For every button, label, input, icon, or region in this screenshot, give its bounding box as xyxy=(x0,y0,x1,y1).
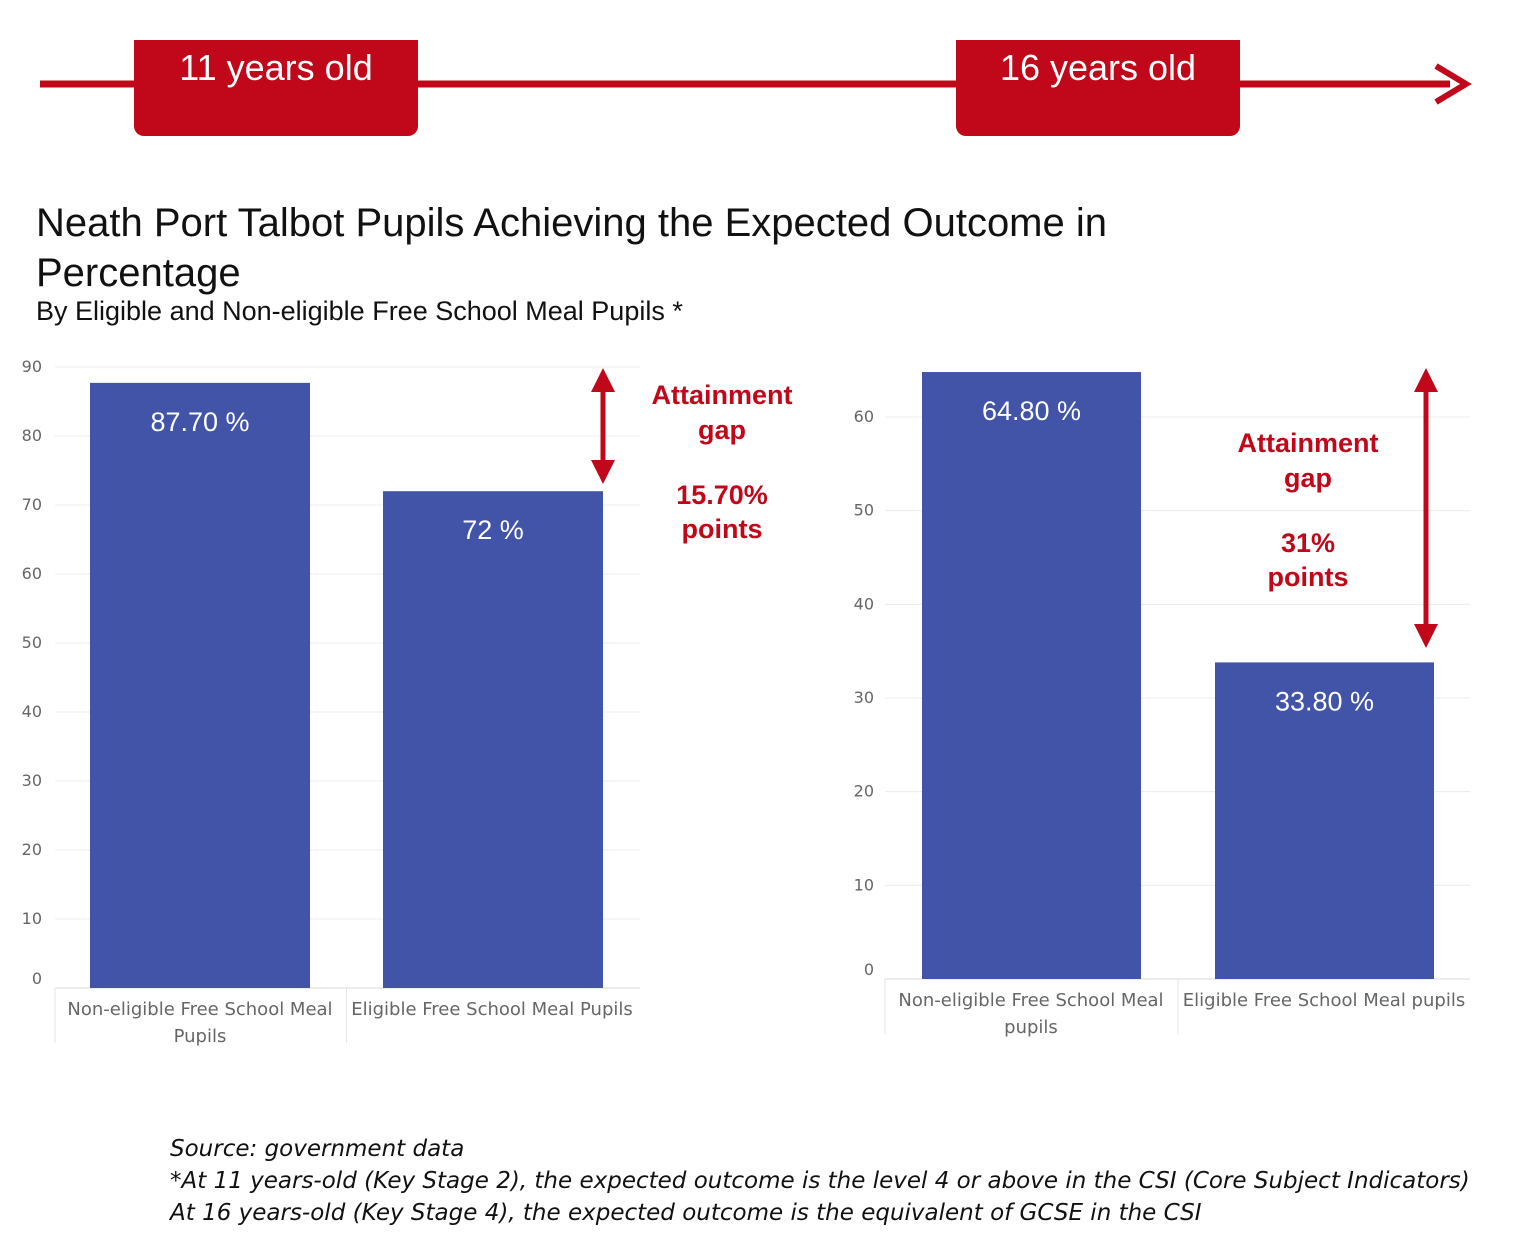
chart1-y-tick-label: 50 xyxy=(22,633,42,652)
chart2-y-tick-label: 50 xyxy=(854,501,874,520)
chart-subtitle: By Eligible and Non-eligible Free School… xyxy=(36,296,683,326)
chart1-y-tick-label: 80 xyxy=(22,426,42,445)
chart1-gap-annotation: 15.70% xyxy=(676,480,768,510)
chart2-category-label-1: Non-eligible Free School Meal xyxy=(898,990,1163,1011)
chart1-gap-annotation: gap xyxy=(698,415,746,445)
chart1-y-tick-label: 30 xyxy=(22,771,42,790)
chart1-data-label-2: 72 % xyxy=(462,515,524,545)
chart1-category-label-1: Pupils xyxy=(174,1026,227,1047)
footnote-ks4: At 16 years-old (Key Stage 4), the expec… xyxy=(170,1200,1202,1226)
chart1-category-label-2: Eligible Free School Meal Pupils xyxy=(351,999,633,1020)
timeline-arrow-head xyxy=(1434,63,1472,105)
chart1-y-tick-label: 20 xyxy=(22,840,42,859)
chart2-data-label-2: 33.80 % xyxy=(1275,686,1374,716)
chart2-gap-arrow-head-up xyxy=(1414,368,1438,392)
chart2-gap-arrow-head-down xyxy=(1414,624,1438,648)
chart1-data-label-1: 87.70 % xyxy=(150,407,249,437)
chart2-gap-annotation: gap xyxy=(1284,463,1332,493)
chart1-y-tick-label: 90 xyxy=(22,357,42,376)
chart2-y-tick-label: 20 xyxy=(854,782,874,801)
footnote-ks2: *At 11 years-old (Key Stage 2), the expe… xyxy=(170,1168,1470,1194)
chart2-data-label-1: 64.80 % xyxy=(982,396,1081,426)
chart2-y-tick-label: 10 xyxy=(854,875,874,894)
chart2-gap-annotation: Attainment xyxy=(1238,428,1379,458)
chart2-y-tick-label: 30 xyxy=(854,688,874,707)
chart1-gap-arrow-head-up xyxy=(591,368,615,392)
chart1-bar-2 xyxy=(383,491,603,988)
chart1-y-tick-label: 40 xyxy=(22,702,42,721)
chart1-y-tick-label: 0 xyxy=(32,969,42,988)
chart2-bar-1 xyxy=(922,372,1141,979)
chart2-category-label-1: pupils xyxy=(1004,1017,1058,1038)
age-label-16: 16 years old xyxy=(956,40,1240,136)
footnote: Source: government data *At 11 years-old… xyxy=(170,1133,1470,1229)
chart1-category-label-1: Non-eligible Free School Meal xyxy=(67,999,332,1020)
chart-title: Neath Port Talbot Pupils Achieving the E… xyxy=(36,201,1107,295)
chart2-gap-annotation: points xyxy=(1268,562,1349,592)
chart2-y-tick-label: 0 xyxy=(864,960,874,979)
chart1-y-tick-label: 10 xyxy=(22,909,42,928)
chart1-gap-arrow-head-down xyxy=(591,460,615,484)
age-label-11: 11 years old xyxy=(134,40,418,136)
chart1-y-tick-label: 60 xyxy=(22,564,42,583)
chart2-y-tick-label: 60 xyxy=(854,407,874,426)
chart2-bar-2 xyxy=(1215,662,1434,979)
chart2-y-tick-label: 40 xyxy=(854,594,874,613)
chart2-gap-annotation: 31% xyxy=(1281,528,1335,558)
chart2-category-label-2: Eligible Free School Meal pupils xyxy=(1183,990,1465,1011)
bar-charts: 0 10 20 30 40 50 60 70 80 90 87.70 % 72 % Non-eligib… xyxy=(22,357,1470,1047)
footnote-source: Source: government data xyxy=(170,1136,465,1162)
chart1-gap-annotation: Attainment xyxy=(652,380,793,410)
chart1-bar-1 xyxy=(90,382,310,988)
chart1-gap-annotation: points xyxy=(682,514,763,544)
chart1-y-tick-label: 70 xyxy=(22,495,42,514)
